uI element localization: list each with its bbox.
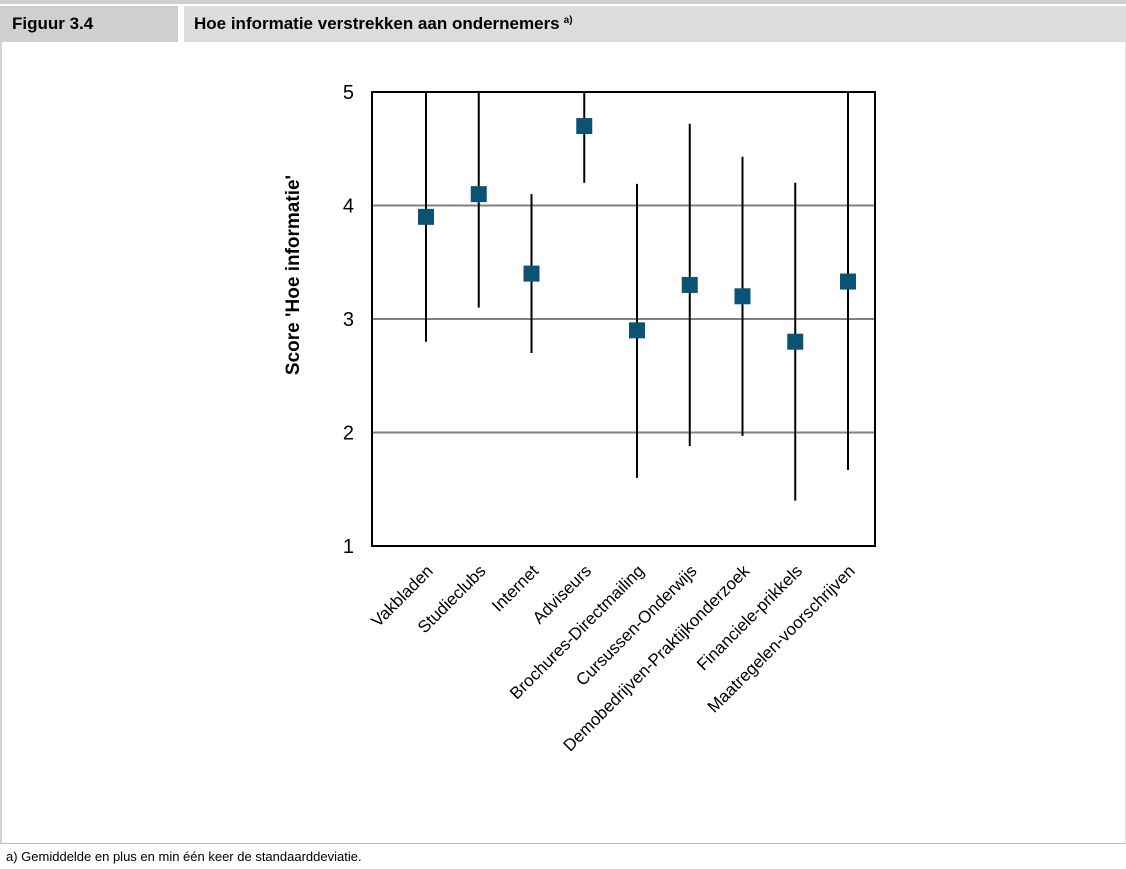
x-tick-label: Demobedrijven-Praktijkonderzoek (559, 561, 753, 755)
y-tick-label: 4 (343, 196, 354, 218)
y-tick-label: 1 (343, 536, 354, 558)
errorbar-layer (426, 92, 848, 501)
y-tick-labels: 1 2 3 4 5 (343, 82, 354, 558)
mean-marker (471, 186, 487, 202)
mean-marker (840, 274, 856, 290)
mean-marker (629, 322, 645, 338)
y-axis-label: Score 'Hoe informatie' (283, 175, 304, 375)
mean-marker (735, 288, 751, 304)
y-tick-label: 2 (343, 423, 354, 445)
mean-marker (418, 209, 434, 225)
y-tick-label: 5 (343, 82, 354, 104)
mean-marker (576, 118, 592, 134)
mean-marker (787, 334, 803, 350)
mean-marker (682, 277, 698, 293)
x-tick-labels: VakbladenStudieclubsInternetAdviseursBro… (367, 561, 858, 755)
y-tick-label: 3 (343, 309, 354, 331)
grid-layer (372, 206, 875, 433)
mean-marker (524, 266, 540, 282)
